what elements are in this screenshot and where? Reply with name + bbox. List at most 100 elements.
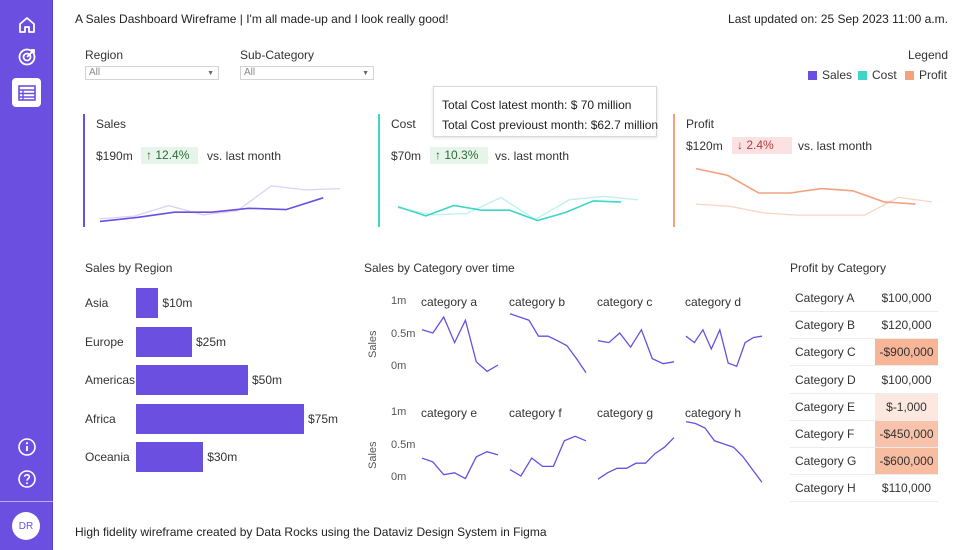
page-title: A Sales Dashboard Wireframe | I'm all ma…	[75, 12, 449, 26]
sales-current-line	[100, 197, 324, 223]
profit-value-cell: $120,000	[881, 318, 932, 333]
cost-previous-line	[398, 195, 638, 221]
info-button[interactable]	[12, 432, 41, 461]
category-panel-line	[509, 313, 587, 374]
sales-by-region-title: Sales by Region	[85, 261, 173, 275]
category-panel-title: category e	[421, 406, 478, 420]
avatar[interactable]: DR	[12, 512, 40, 540]
y-axis-tick: 0.5m	[391, 438, 416, 451]
kpi-profit-label: Profit	[686, 117, 715, 131]
profit-current-line	[696, 167, 916, 205]
region-value-label: $10m	[162, 296, 193, 310]
profit-row[interactable]: Category G -$600,000	[790, 448, 938, 476]
category-series-line	[597, 328, 675, 365]
profit-value-cell: $110,000	[881, 481, 932, 496]
category-series-line	[421, 315, 499, 373]
region-value-label: $50m	[252, 373, 283, 387]
sidebar: DR	[0, 0, 53, 550]
home-nav-button[interactable]	[12, 10, 41, 39]
region-select-value: All	[89, 67, 101, 78]
subcategory-select[interactable]: All ▼	[240, 66, 374, 80]
y-axis-label: Sales	[367, 441, 379, 469]
kpi-sales-compare: vs. last month	[207, 149, 282, 163]
region-bar[interactable]	[136, 403, 304, 434]
profit-row[interactable]: Category H $110,000	[790, 475, 938, 503]
info-icon	[17, 437, 36, 456]
region-bar[interactable]	[136, 326, 192, 357]
kpi-cost-compare: vs. last month	[495, 149, 570, 163]
kpi-cost-accent	[378, 114, 380, 227]
kpi-profit-change-value: 2.4%	[746, 138, 774, 152]
tooltip-line-2: Total Cost previoust month: $62.7 millio…	[442, 118, 659, 132]
profit-category-label: Category F	[795, 427, 855, 441]
profit-row[interactable]: Category F -$450,000	[790, 421, 938, 448]
arrow-up-icon: ↑	[146, 148, 152, 162]
category-series-line	[685, 327, 763, 368]
home-icon	[18, 16, 35, 33]
sales-sparkline	[100, 185, 340, 223]
category-panel-line	[597, 328, 675, 365]
kpi-cost-value: $70m	[391, 149, 422, 163]
legend-label-profit: Profit	[919, 68, 948, 82]
profit-row[interactable]: Category E $-1,000	[790, 393, 938, 421]
profit-sparkline	[696, 167, 932, 216]
help-button[interactable]	[12, 464, 41, 493]
region-label: Africa	[85, 411, 116, 426]
region-bar[interactable]	[136, 365, 248, 395]
region-select[interactable]: All ▼	[85, 66, 219, 80]
footer-credit: High fidelity wireframe created by Data …	[75, 525, 547, 539]
kpi-sales-change-value: 12.4%	[155, 148, 190, 162]
kpi-cost-change: ↑ 10.3%	[430, 147, 488, 164]
category-series-line	[597, 437, 675, 480]
region-label: Europe	[85, 334, 124, 349]
category-panel-line	[597, 437, 675, 480]
sales-by-category-title: Sales by Category over time	[364, 261, 515, 275]
profit-row[interactable]: Category A $100,000	[790, 285, 938, 312]
kpi-sales-accent	[83, 114, 85, 227]
profit-category-label: Category G	[795, 454, 857, 469]
region-bar[interactable]	[136, 288, 159, 318]
sales-previous-line	[100, 185, 340, 220]
legend-title: Legend	[907, 48, 948, 62]
profit-category-label: Category B	[795, 318, 856, 333]
profit-category-label: Category C	[795, 345, 856, 360]
category-series-line	[509, 313, 587, 374]
cost-sparkline	[398, 195, 638, 222]
profit-value-cell: -$600,000	[875, 448, 938, 475]
cost-tooltip: Total Cost latest month: $ 70 million To…	[433, 86, 659, 137]
profit-value-cell: -$900,000	[875, 339, 938, 366]
sidebar-divider	[0, 501, 53, 502]
legend-label-cost: Cost	[872, 68, 897, 82]
chevron-down-icon: ▼	[207, 70, 214, 77]
region-label: Asia	[85, 296, 109, 310]
table-nav-button[interactable]	[12, 78, 41, 107]
profit-row[interactable]: Category C -$900,000	[790, 339, 938, 367]
profit-row[interactable]: Category B $120,000	[790, 312, 938, 340]
arrow-down-icon: ↓	[737, 138, 743, 152]
y-axis-tick: 0m	[391, 471, 407, 483]
kpi-profit-accent	[673, 114, 675, 227]
category-panel-line	[685, 327, 763, 368]
y-axis-tick: 0.5m	[391, 327, 416, 340]
kpi-sales-change: ↑ 12.4%	[141, 147, 198, 164]
profit-row[interactable]: Category D $100,000	[790, 367, 938, 394]
kpi-cost-change-value: 10.3%	[444, 148, 479, 162]
category-series-line	[421, 451, 499, 480]
arrow-up-icon: ↑	[435, 148, 441, 162]
target-nav-button[interactable]	[12, 42, 41, 71]
y-axis-tick: 1m	[391, 406, 407, 418]
profit-by-category-title: Profit by Category	[790, 261, 887, 275]
category-panel-title: category d	[685, 295, 742, 309]
profit-value-cell: $100,000	[881, 372, 932, 387]
subcategory-select-value: All	[244, 67, 256, 78]
profit-category-label: Category D	[795, 372, 856, 387]
kpi-sales-label: Sales	[96, 117, 127, 131]
last-updated: Last updated on: 25 Sep 2023 11:00 a.m.	[728, 12, 948, 26]
category-panel-title: category f	[509, 406, 562, 420]
category-panel-title: category c	[597, 295, 653, 309]
profit-category-label: Category A	[795, 291, 855, 305]
legend-item-cost: Cost	[858, 68, 897, 82]
profit-value-cell: $100,000	[881, 291, 932, 305]
region-bar[interactable]	[136, 442, 204, 472]
y-axis-tick: 1m	[391, 295, 407, 307]
